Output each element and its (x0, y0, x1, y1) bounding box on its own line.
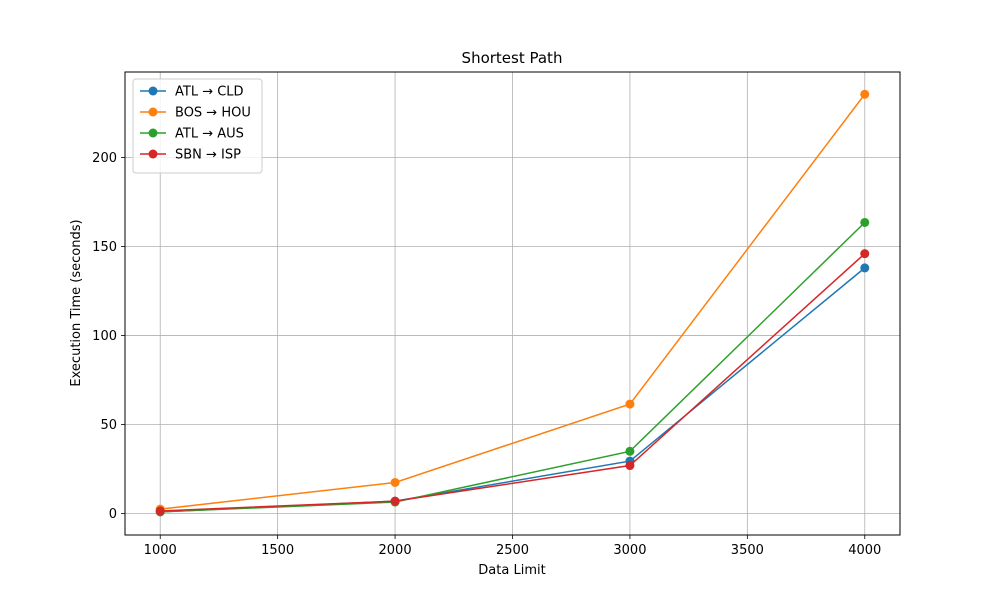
plot-frame (124, 71, 901, 536)
y-tick-label: 100 (92, 329, 117, 344)
data-point (625, 461, 635, 471)
legend-item: ATL → AUS (140, 127, 244, 142)
legend: ATL → CLD BOS → HOU ATL → AUS SBN → ISP (132, 78, 263, 174)
x-tick-label: 2000 (379, 543, 412, 558)
legend-item: BOS → HOU (140, 106, 251, 121)
series-group (155, 89, 870, 517)
data-point (625, 446, 635, 456)
chart-title: Shortest Path (462, 49, 563, 67)
legend-label: BOS → HOU (175, 106, 251, 121)
data-point (860, 249, 870, 259)
x-tick-label: 3500 (731, 543, 764, 558)
series (155, 89, 870, 514)
series (155, 249, 870, 516)
legend-marker (148, 107, 158, 117)
data-point (390, 477, 400, 487)
x-tick-label: 3000 (613, 543, 646, 558)
y-axis-label: Execution Time (seconds) (69, 219, 84, 386)
x-tick-label: 2500 (496, 543, 529, 558)
legend-marker (148, 149, 158, 159)
legend-marker (148, 128, 158, 138)
x-tick-label: 1500 (261, 543, 294, 558)
y-tick-label: 50 (100, 418, 117, 433)
data-point (860, 217, 870, 227)
x-tick-label: 1000 (144, 543, 177, 558)
data-point (860, 89, 870, 99)
series-line (160, 253, 866, 512)
series-line (160, 93, 866, 510)
x-axis-label: Data Limit (478, 563, 545, 578)
y-tick-label: 0 (109, 507, 117, 522)
legend-label: SBN → ISP (175, 148, 241, 163)
y-tick-label: 200 (92, 151, 117, 166)
data-point (155, 506, 165, 516)
axis-ticks: 1000 1500 2000 2500 3000 3500 4000 0 50 100 150 200 (92, 151, 881, 558)
x-tick-label: 4000 (848, 543, 881, 558)
legend-label: ATL → CLD (175, 85, 244, 100)
data-point (625, 399, 635, 409)
legend-box (132, 78, 263, 174)
legend-item: ATL → CLD (140, 85, 244, 100)
data-point (860, 263, 870, 273)
legend-label: ATL → AUS (175, 127, 244, 142)
y-tick-label: 150 (92, 240, 117, 255)
data-point (390, 496, 400, 506)
legend-item: SBN → ISP (140, 148, 241, 163)
series-line (160, 221, 866, 513)
legend-marker (148, 86, 158, 96)
